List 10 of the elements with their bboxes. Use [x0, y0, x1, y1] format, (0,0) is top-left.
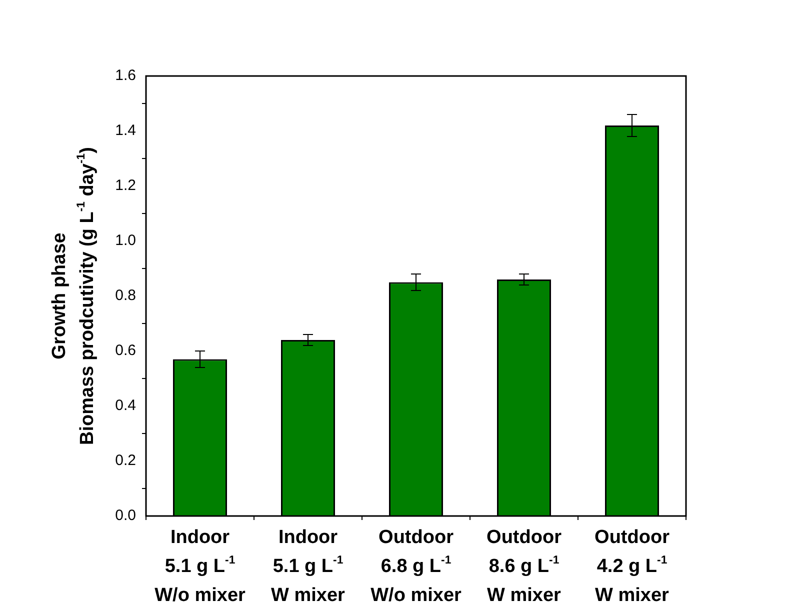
y-tick-label: 1.0	[115, 232, 136, 250]
y-tick-label: 1.4	[115, 122, 136, 140]
y-tick-label: 0.0	[115, 507, 136, 524]
y-tick-label: 0.2	[115, 452, 136, 470]
y-tick-label: 0.6	[115, 342, 136, 360]
y-axis-title: Growth phase Biomass prodcutivity (g L-1 day-1)	[49, 147, 98, 445]
y-tick-label: 0.8	[115, 287, 136, 304]
y-tick-label: 0.4	[115, 397, 136, 414]
y-tick-label: 1.2	[115, 177, 136, 194]
y-tick-label: 1.6	[115, 67, 136, 84]
